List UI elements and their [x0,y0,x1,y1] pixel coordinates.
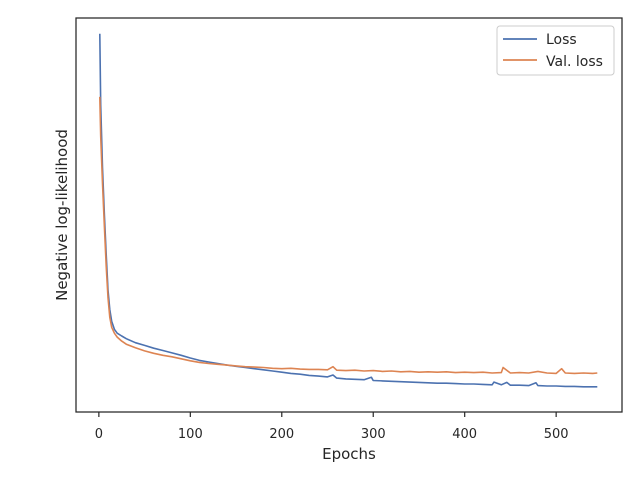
legend: Loss Val. loss [496,25,615,76]
x-tick-label: 300 [361,427,386,442]
legend-label-loss: Loss [546,32,577,48]
x-tick-label: 400 [452,427,477,442]
x-tick-label: 500 [544,427,569,442]
series-line-loss [99,33,598,388]
x-tick-label: 100 [178,427,203,442]
legend-label-val-loss: Val. loss [546,54,603,70]
plot-frame [75,17,623,413]
x-tick-label: 0 [95,427,103,442]
x-tick-label: 200 [269,427,294,442]
plot-lines [99,33,598,388]
y-axis-label: Negative log-likelihood [53,129,71,301]
x-axis-ticks: 0 100 200 300 400 500 [95,412,569,442]
x-axis-label: Epochs [322,445,376,463]
series-line-val-loss [99,96,598,375]
